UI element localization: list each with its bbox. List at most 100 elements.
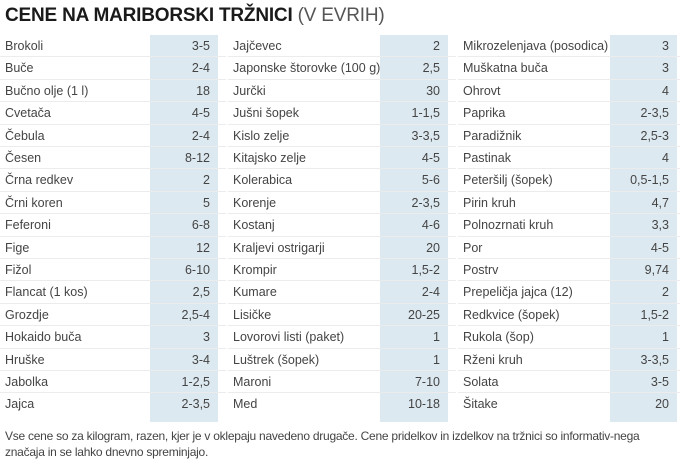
item-price: 3,3: [651, 218, 669, 233]
item-price: 20: [426, 240, 440, 255]
table-row: Fige 12: [0, 237, 226, 259]
title-unit: (V EVRIH): [292, 5, 385, 26]
table-row: Črni koren 5: [0, 192, 226, 215]
item-name: Hruške: [5, 352, 45, 367]
table-row: Peteršilj (šopek) 0,5-1,5: [458, 169, 680, 192]
item-name: Solata: [463, 375, 499, 389]
item-name: Grozdje: [5, 307, 49, 322]
item-price: 1,5-2: [640, 307, 670, 322]
table-row: Mikrozelenjava (posodica) 3: [458, 35, 680, 58]
table-row: Maroni 7-10: [228, 371, 456, 394]
item-price: 4,7: [651, 195, 669, 210]
item-name: Fižol: [5, 263, 32, 277]
item-price: 9,74: [644, 263, 669, 277]
table-row: Solata 3-5: [458, 371, 680, 394]
page-title: CENE NA MARIBORSKI TRŽNICI (V EVRIH): [5, 4, 385, 28]
table-row: Grozdje 2,5-4: [0, 304, 226, 327]
price-column-shade: [380, 35, 448, 422]
item-name: Lovorovi listi (paket): [233, 330, 345, 345]
price-column-2: Jajčevec 2 Japonske štorovke (100 g) 2,5 Jur…: [228, 35, 456, 422]
item-price: 4-6: [421, 218, 440, 233]
item-price: 3-3,5: [411, 128, 441, 143]
item-price: 1,5-2: [411, 263, 441, 277]
item-name: Jabolka: [5, 375, 49, 389]
item-name: Peteršilj (šopek): [463, 173, 553, 188]
item-price: 1-2,5: [181, 375, 211, 389]
table-row: Brokoli 3-5: [0, 35, 226, 58]
item-name: Fige: [5, 240, 30, 255]
item-name: Rženi kruh: [463, 352, 523, 367]
table-row: Jurčki 30: [228, 80, 456, 103]
table-row: Hokaido buča 3: [0, 326, 226, 349]
item-price: 2: [433, 39, 440, 53]
table-row: Polnozrnati kruh 3,3: [458, 214, 680, 237]
table-row: Pastinak 4: [458, 147, 680, 170]
item-price: 30: [426, 83, 440, 98]
item-name: Črna redkev: [5, 173, 74, 188]
table-row: Cvetača 4-5: [0, 102, 226, 125]
item-name: Bučno olje (1 l): [5, 83, 89, 98]
item-name: Šitake: [463, 397, 498, 412]
item-name: Prepeličja jajca (12): [463, 285, 573, 300]
item-name: Cvetača: [5, 106, 51, 121]
item-price: 7-10: [414, 375, 440, 389]
item-name: Buče: [5, 61, 34, 76]
item-name: Krompir: [233, 263, 277, 277]
table-row: Črna redkev 2: [0, 169, 226, 192]
item-name: Kostanj: [233, 218, 275, 233]
table-row: Postrv 9,74: [458, 259, 680, 282]
item-name: Jušni šopek: [233, 106, 300, 121]
item-name: Jurčki: [233, 83, 266, 98]
table-row: Por 4-5: [458, 237, 680, 259]
table-row: Kitajsko zelje 4-5: [228, 147, 456, 170]
item-price: 2,5-4: [181, 307, 211, 322]
table-row: Šitake 20: [458, 393, 680, 415]
item-price: 4-5: [191, 106, 210, 121]
item-name: Pastinak: [463, 151, 511, 165]
item-price: 2-4: [191, 61, 210, 76]
item-name: Postrv: [463, 263, 499, 277]
item-price: 3-4: [191, 352, 210, 367]
table-row: Buče 2-4: [0, 57, 226, 80]
item-price: 5-6: [421, 173, 440, 188]
table-row: Jabolka 1-2,5: [0, 371, 226, 394]
table-row: Rukola (šop) 1: [458, 326, 680, 349]
item-name: Muškatna buča: [463, 61, 548, 76]
item-price: 4-5: [650, 240, 669, 255]
item-price: 8-12: [184, 151, 210, 165]
table-row: Paradižnik 2,5-3: [458, 125, 680, 147]
item-name: Maroni: [233, 375, 272, 389]
item-price: 3-3,5: [640, 352, 670, 367]
table-row: Jajca 2-3,5: [0, 393, 226, 415]
item-name: Por: [463, 240, 483, 255]
table-row: Feferoni 6-8: [0, 214, 226, 237]
item-name: Feferoni: [5, 218, 51, 233]
item-price: 6-8: [191, 218, 210, 233]
item-price: 10-18: [408, 397, 440, 412]
item-price: 4: [662, 83, 669, 98]
item-price: 4: [662, 151, 669, 165]
table-row: Jajčevec 2: [228, 35, 456, 58]
item-name: Paprika: [463, 106, 506, 121]
footnote: Vse cene so za kilogram, razen, kjer je …: [5, 429, 640, 459]
item-price: 2,5-3: [640, 128, 670, 143]
price-column-3: Mikrozelenjava (posodica) 3 Muškatna buča 3…: [458, 35, 680, 422]
price-column-1: Brokoli 3-5 Buče 2-4 Bučno olje (1 l) 18 Cveta…: [0, 35, 226, 422]
item-name: Korenje: [233, 195, 277, 210]
item-price: 5: [203, 195, 210, 210]
table-row: Lisičke 20-25: [228, 304, 456, 327]
item-name: Polnozrnati kruh: [463, 218, 554, 233]
table-row: Ohrovt 4: [458, 80, 680, 103]
item-name: Kolerabica: [233, 173, 293, 188]
table-row: Japonske štorovke (100 g) 2,5: [228, 57, 456, 80]
item-price: 4-5: [421, 151, 440, 165]
table-row: Fižol 6-10: [0, 259, 226, 282]
item-name: Kumare: [233, 285, 277, 300]
item-name: Mikrozelenjava (posodica): [463, 39, 609, 53]
title-main: CENE NA MARIBORSKI TRŽNICI: [5, 5, 293, 26]
item-name: Lisičke: [233, 307, 272, 322]
item-name: Kislo zelje: [233, 128, 290, 143]
item-price: 1-1,5: [411, 106, 441, 121]
item-name: Hokaido buča: [5, 330, 82, 345]
table-row: Hruške 3-4: [0, 349, 226, 371]
